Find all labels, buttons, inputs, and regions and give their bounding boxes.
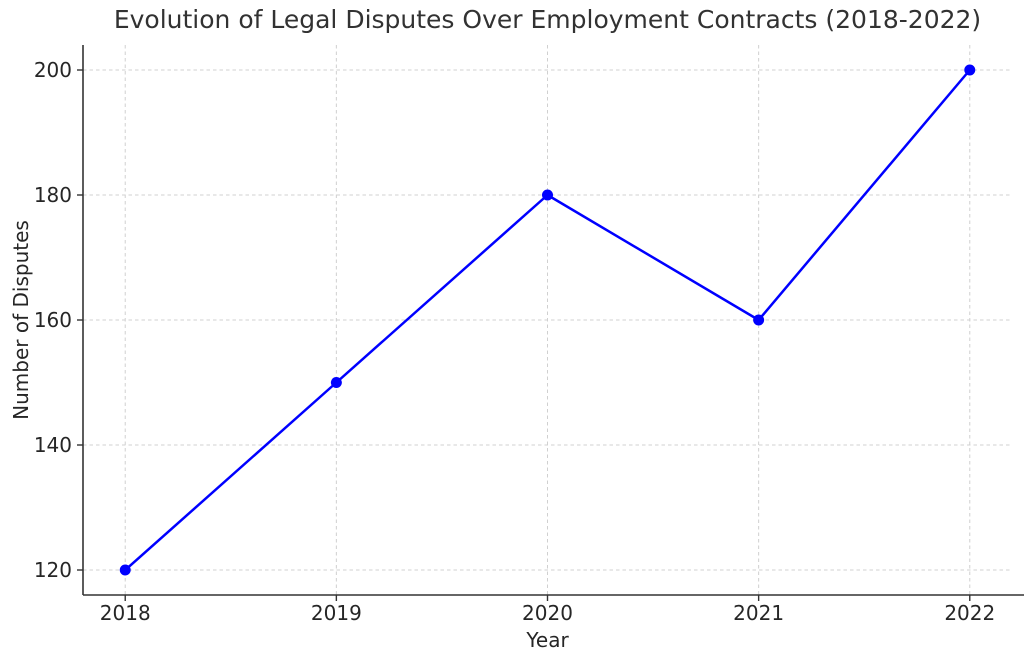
y-tick-labels: 120 140 160 180 200 [34,58,72,582]
data-point-marker [964,64,976,76]
data-point-marker [330,377,342,388]
gridlines [83,45,1012,595]
data-point-marker [753,314,765,326]
data-point-marker [119,564,131,576]
chart-title: Evolution of Legal Disputes Over Employm… [113,5,982,34]
x-axis-label: Year [526,628,569,652]
x-tick-label: 2019 [311,601,362,625]
y-tick-label: 180 [34,183,72,207]
data-markers [119,64,976,576]
data-point-marker [542,189,553,201]
x-tick-label: 2022 [944,601,995,625]
x-tick-label: 2018 [100,601,151,625]
x-tick-label: 2021 [733,601,784,625]
y-tick-label: 120 [34,558,72,582]
x-tick-label: 2020 [522,601,573,625]
tick-marks [77,69,971,601]
y-tick-label: 140 [34,433,72,457]
y-tick-label: 200 [34,58,72,82]
x-tick-labels: 2018 2019 2020 2021 2022 [100,601,995,625]
y-tick-label: 160 [34,308,72,332]
y-axis-label: Number of Disputes [9,220,33,420]
